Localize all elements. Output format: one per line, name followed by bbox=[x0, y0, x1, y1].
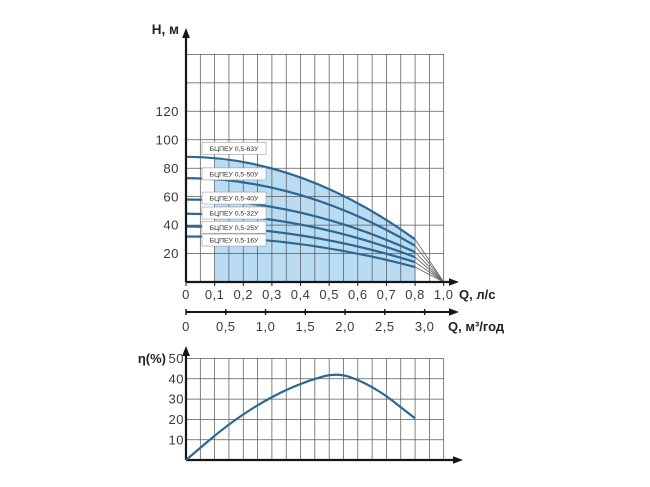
q-tick-label-5: 0,5 bbox=[319, 287, 339, 302]
q-tick-label-3: 0,3 bbox=[262, 287, 282, 302]
h-tick-label-0: 20 bbox=[163, 246, 179, 261]
curve-extension-4 bbox=[414, 261, 444, 283]
curve-label-2: БЦПЕУ 0,5-40У bbox=[210, 196, 259, 203]
curve-extension-3 bbox=[414, 256, 444, 283]
q-tick-label-9: 1,0 bbox=[434, 287, 454, 302]
q-tick-label-7: 0,7 bbox=[377, 287, 397, 302]
eta-tick-label-0: 10 bbox=[169, 432, 184, 447]
h-tick-label-4: 100 bbox=[155, 132, 179, 147]
curve-label-0: БЦПЕУ 0,5-63У bbox=[210, 146, 259, 153]
curve-extension-5 bbox=[414, 266, 444, 283]
eta-axis-title: η(%) bbox=[138, 351, 166, 366]
h-tick-label-2: 60 bbox=[163, 189, 179, 204]
eta-tick-label-4: 50 bbox=[169, 351, 184, 366]
eta-x-axis-arrow bbox=[453, 456, 463, 464]
h-axis-title: H, м bbox=[152, 22, 179, 37]
q2-tick-label-4: 2,0 bbox=[335, 319, 355, 334]
h-tick-label-1: 40 bbox=[163, 218, 179, 233]
eta-axis-arrow bbox=[182, 346, 190, 356]
curve-extension-2 bbox=[414, 251, 445, 283]
curve-label-box-0 bbox=[201, 141, 267, 155]
eta-tick-label-3: 40 bbox=[169, 371, 184, 386]
curve-extension-0 bbox=[414, 239, 445, 283]
pump-curve-0 bbox=[185, 155, 416, 241]
q2-tick-label-5: 2,5 bbox=[375, 319, 395, 334]
q2-tick-label-2: 1,0 bbox=[256, 319, 276, 334]
q-tick-label-0: 0 bbox=[182, 287, 190, 302]
eta-tick-label-1: 20 bbox=[169, 412, 184, 427]
q-tick-label-4: 0,4 bbox=[291, 287, 311, 302]
eta-tick-label-2: 30 bbox=[169, 392, 184, 407]
curve-extension-1 bbox=[414, 245, 445, 283]
curve-label-3: БЦПЕУ 0,5-32У bbox=[210, 211, 259, 218]
q2-tick-label-0: 0 bbox=[182, 319, 190, 334]
q-tick-label-2: 0,2 bbox=[233, 287, 253, 302]
curve-label-box-4 bbox=[201, 220, 267, 234]
q-tick-label-1: 0,1 bbox=[205, 287, 225, 302]
q2-tick-label-6: 3,0 bbox=[415, 319, 435, 334]
q2-axis-title: Q, м³/год bbox=[448, 319, 505, 334]
efficiency-curve bbox=[185, 373, 416, 461]
h-tick-label-5: 120 bbox=[155, 104, 179, 119]
curve-label-box-3 bbox=[201, 206, 267, 220]
h-axis-arrow bbox=[182, 28, 190, 38]
q-tick-label-8: 0,8 bbox=[405, 287, 425, 302]
q2-tick-label-1: 0,5 bbox=[216, 319, 236, 334]
curve-label-box-5 bbox=[201, 233, 267, 247]
curve-label-box-2 bbox=[201, 191, 267, 205]
curve-label-box-1 bbox=[201, 167, 267, 181]
h-tick-label-3: 80 bbox=[163, 161, 179, 176]
curve-label-4: БЦПЕУ 0,5-25У bbox=[210, 225, 259, 232]
q-tick-label-6: 0,6 bbox=[348, 287, 368, 302]
curve-label-1: БЦПЕУ 0,5-50У bbox=[210, 171, 259, 178]
curve-label-5: БЦПЕУ 0,5-16У bbox=[210, 238, 259, 245]
q2-tick-label-3: 1,5 bbox=[296, 319, 316, 334]
q-axis-arrow bbox=[449, 278, 459, 286]
q2-axis-arrow bbox=[449, 308, 459, 316]
q-axis-title: Q, л/с bbox=[459, 287, 495, 302]
